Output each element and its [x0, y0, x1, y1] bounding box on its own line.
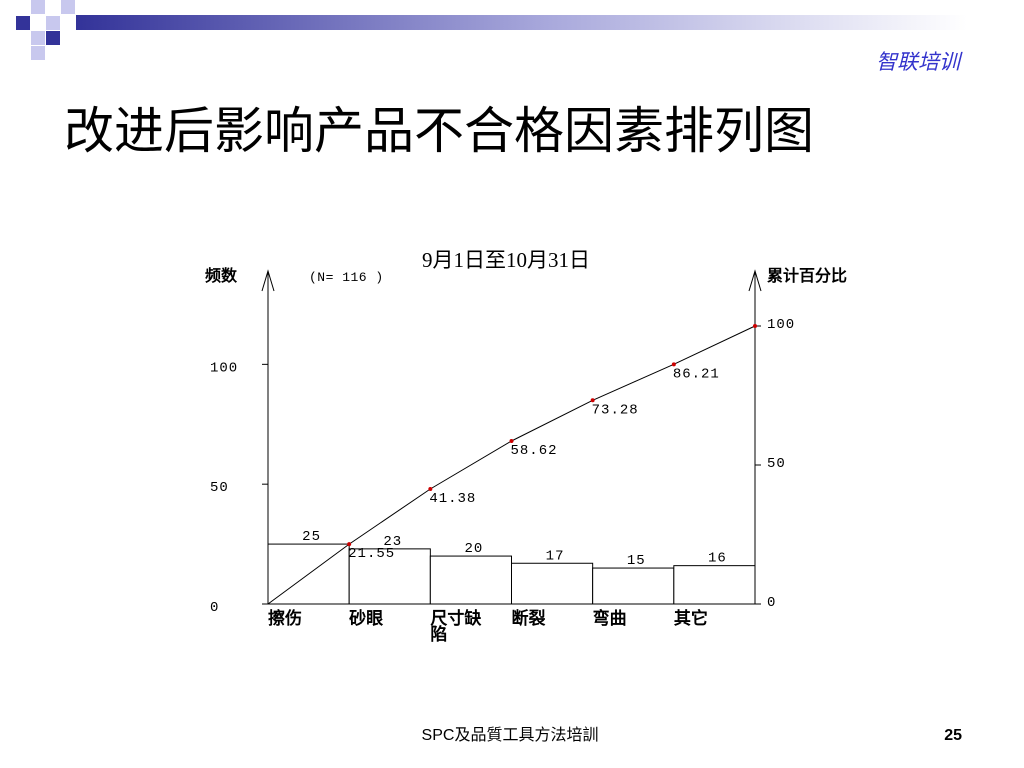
cumulative-value-label: 41.38: [429, 491, 476, 507]
bar: [348, 548, 431, 605]
y-axis-title-right: 累计百分比: [767, 268, 848, 285]
left-axis-tick-label: 50: [210, 480, 229, 496]
bar: [511, 562, 594, 605]
cumulative-point-marker: [428, 486, 433, 491]
cumulative-point-marker: [590, 398, 595, 403]
right-axis-tick-label: 50: [767, 456, 786, 472]
chart-subtitle: 9月1日至10月31日: [422, 248, 590, 272]
cumulative-point-marker: [509, 439, 514, 444]
chart-labels: 25 23 20 17 15 16 0 50 100 0 50 100 21.55 41.38 58.62 7…: [210, 317, 795, 616]
left-axis-arrow: [261, 269, 275, 292]
x-axis-category-label: 弯曲: [592, 609, 627, 628]
decorative-square: [31, 0, 45, 14]
cumulative-point-marker: [671, 362, 676, 367]
cumulative-point-marker: [347, 542, 352, 547]
page-number: 25: [944, 727, 962, 744]
right-axis-tick-label: 100: [767, 317, 795, 333]
decorative-square: [46, 16, 60, 30]
bar-value-label: 16: [708, 551, 727, 567]
bar-value-label: 20: [465, 541, 484, 557]
bar: [429, 555, 513, 605]
decorative-square: [61, 0, 75, 14]
right-axis-arrow: [748, 269, 762, 292]
bar-value-label: 15: [627, 553, 646, 569]
brand-label: 智联培训: [876, 51, 960, 74]
sample-size-annotation: (N= 116 ): [309, 270, 384, 285]
x-axis-category-label: 擦伤: [268, 609, 302, 628]
cumulative-value-label: 73.28: [592, 402, 639, 418]
left-axis-tick-label: 100: [210, 360, 238, 376]
x-axis-category-label: 其它: [673, 609, 708, 628]
bar-value-label: 25: [302, 529, 321, 545]
bar: [592, 567, 675, 605]
x-axis-category-label: 断裂: [511, 609, 546, 628]
cumulative-value-label: 86.21: [673, 366, 720, 382]
right-axis-tick-label: 0: [767, 595, 776, 611]
cumulative-point-marker: [753, 324, 757, 328]
cumulative-value-label: 58.62: [511, 443, 558, 459]
bars: [267, 543, 756, 605]
bar-value-label: 17: [546, 548, 565, 564]
cumulative-value-label: 21.55: [348, 546, 395, 562]
left-axis-tick-label: 0: [210, 600, 219, 616]
slide-title: 改进后影响产品不合格因素排列图: [64, 103, 814, 159]
decorative-square: [31, 46, 45, 60]
footer-text: SPC及品質工具方法培訓: [421, 727, 599, 744]
y-axis-title-left: 频数: [205, 268, 238, 285]
decorative-square: [46, 31, 60, 45]
bar: [673, 565, 756, 605]
cumulative-line-group: [267, 324, 757, 605]
bar-value-label: 23: [383, 534, 402, 550]
decorative-square: [31, 31, 45, 45]
decorative-square: [16, 16, 30, 30]
header-gradient-bar: [76, 15, 1024, 30]
x-axis-category-label: 尺寸缺陷: [430, 609, 482, 644]
x-axis-category-label: 砂眼: [349, 609, 384, 628]
